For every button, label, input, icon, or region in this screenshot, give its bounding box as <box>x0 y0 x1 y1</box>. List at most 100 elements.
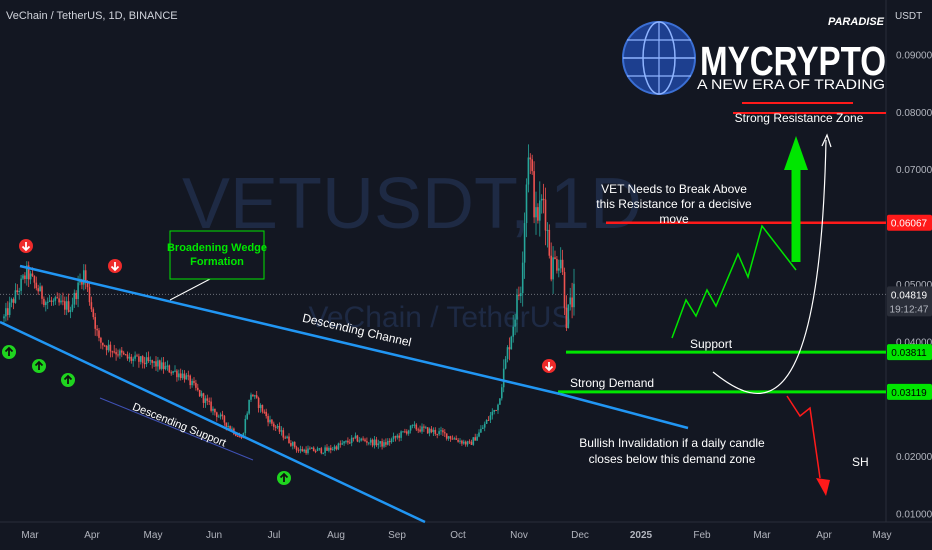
candle <box>134 351 136 362</box>
candle <box>387 438 389 446</box>
candle <box>96 325 98 337</box>
candle <box>396 433 399 440</box>
candle <box>282 427 285 441</box>
candle <box>263 409 266 414</box>
candle <box>316 446 319 452</box>
candle <box>548 224 551 259</box>
resistance-zone-label: Strong Resistance Zone <box>735 111 864 125</box>
candle <box>48 294 51 303</box>
demand-price-label: 0.03119 <box>887 383 932 400</box>
candle <box>567 304 570 329</box>
candle <box>252 394 254 397</box>
candle <box>246 411 248 421</box>
candle <box>398 432 400 442</box>
x-tick-label: Nov <box>510 530 528 541</box>
candle <box>341 440 343 446</box>
candle <box>331 446 334 451</box>
candle <box>520 286 522 304</box>
candle <box>206 394 209 406</box>
brand-small: PARADISE <box>828 16 885 28</box>
candle <box>546 222 549 248</box>
candle <box>170 370 172 376</box>
candle <box>523 212 526 279</box>
candle <box>271 419 273 427</box>
candle <box>33 275 36 289</box>
candle <box>83 264 85 291</box>
candle <box>191 378 193 388</box>
candle <box>542 183 545 214</box>
candle <box>529 153 532 175</box>
candle <box>297 447 300 453</box>
candle <box>136 353 138 357</box>
candle <box>457 437 459 443</box>
candle <box>352 437 355 442</box>
watermark-name: VeChain / TetherUS <box>309 301 572 334</box>
candle <box>539 181 541 237</box>
candle <box>3 314 5 324</box>
candle <box>293 441 296 449</box>
brand-tagline: A NEW ERA OF TRADING <box>697 76 885 92</box>
signal-markers <box>2 239 556 485</box>
candle <box>43 296 45 308</box>
candle <box>322 452 324 455</box>
wedge-callout-pointer <box>169 277 213 301</box>
candle <box>413 421 416 429</box>
x-tick-label: Apr <box>816 530 832 541</box>
candle <box>181 369 184 380</box>
candle <box>71 297 74 313</box>
candle <box>16 284 19 296</box>
candle <box>373 435 376 449</box>
candle <box>115 348 117 361</box>
candle <box>39 282 41 292</box>
candle <box>434 427 437 436</box>
wedge-label-line2: Formation <box>190 256 244 268</box>
candle <box>10 297 13 308</box>
candle <box>476 433 478 441</box>
candle <box>407 429 410 436</box>
candle <box>29 270 32 285</box>
candle <box>56 292 58 299</box>
candle <box>280 426 283 436</box>
candle <box>320 446 323 455</box>
candle <box>208 397 210 405</box>
candle <box>193 377 195 386</box>
channel-upper-extension[interactable] <box>559 392 689 430</box>
candle <box>350 435 353 447</box>
candle <box>466 440 469 447</box>
support-label: Support <box>690 337 733 351</box>
x-tick-label: Jun <box>206 530 222 541</box>
candle <box>195 379 197 391</box>
candle <box>531 154 533 175</box>
candle <box>464 440 467 447</box>
y-tick-label: 0.07000 <box>896 165 932 176</box>
candle <box>552 246 554 294</box>
vet-note-line2: this Resistance for a decisive <box>596 197 752 211</box>
candle <box>153 361 155 367</box>
candle <box>525 178 528 238</box>
candle <box>229 425 231 430</box>
bullish-arrow-head <box>784 136 808 170</box>
trend-lines <box>0 264 689 524</box>
candle <box>187 370 190 381</box>
candle <box>155 356 157 371</box>
candle <box>527 144 530 193</box>
descending-support-line[interactable] <box>0 320 426 524</box>
channel-upper-line[interactable] <box>19 264 561 396</box>
candle <box>461 439 463 446</box>
curved-path <box>712 139 827 394</box>
candle <box>46 297 49 310</box>
y-tick-label: 0.01000 <box>896 509 932 520</box>
vet-note-line1: VET Needs to Break Above <box>601 182 747 196</box>
candle <box>27 261 30 288</box>
projections <box>671 133 832 496</box>
candle <box>105 345 108 356</box>
candle <box>276 423 279 430</box>
candle <box>506 345 509 363</box>
candle <box>265 408 267 419</box>
candle <box>303 448 305 453</box>
candle <box>472 436 475 446</box>
candle <box>544 187 547 246</box>
candle <box>436 433 438 439</box>
candle <box>430 425 433 434</box>
